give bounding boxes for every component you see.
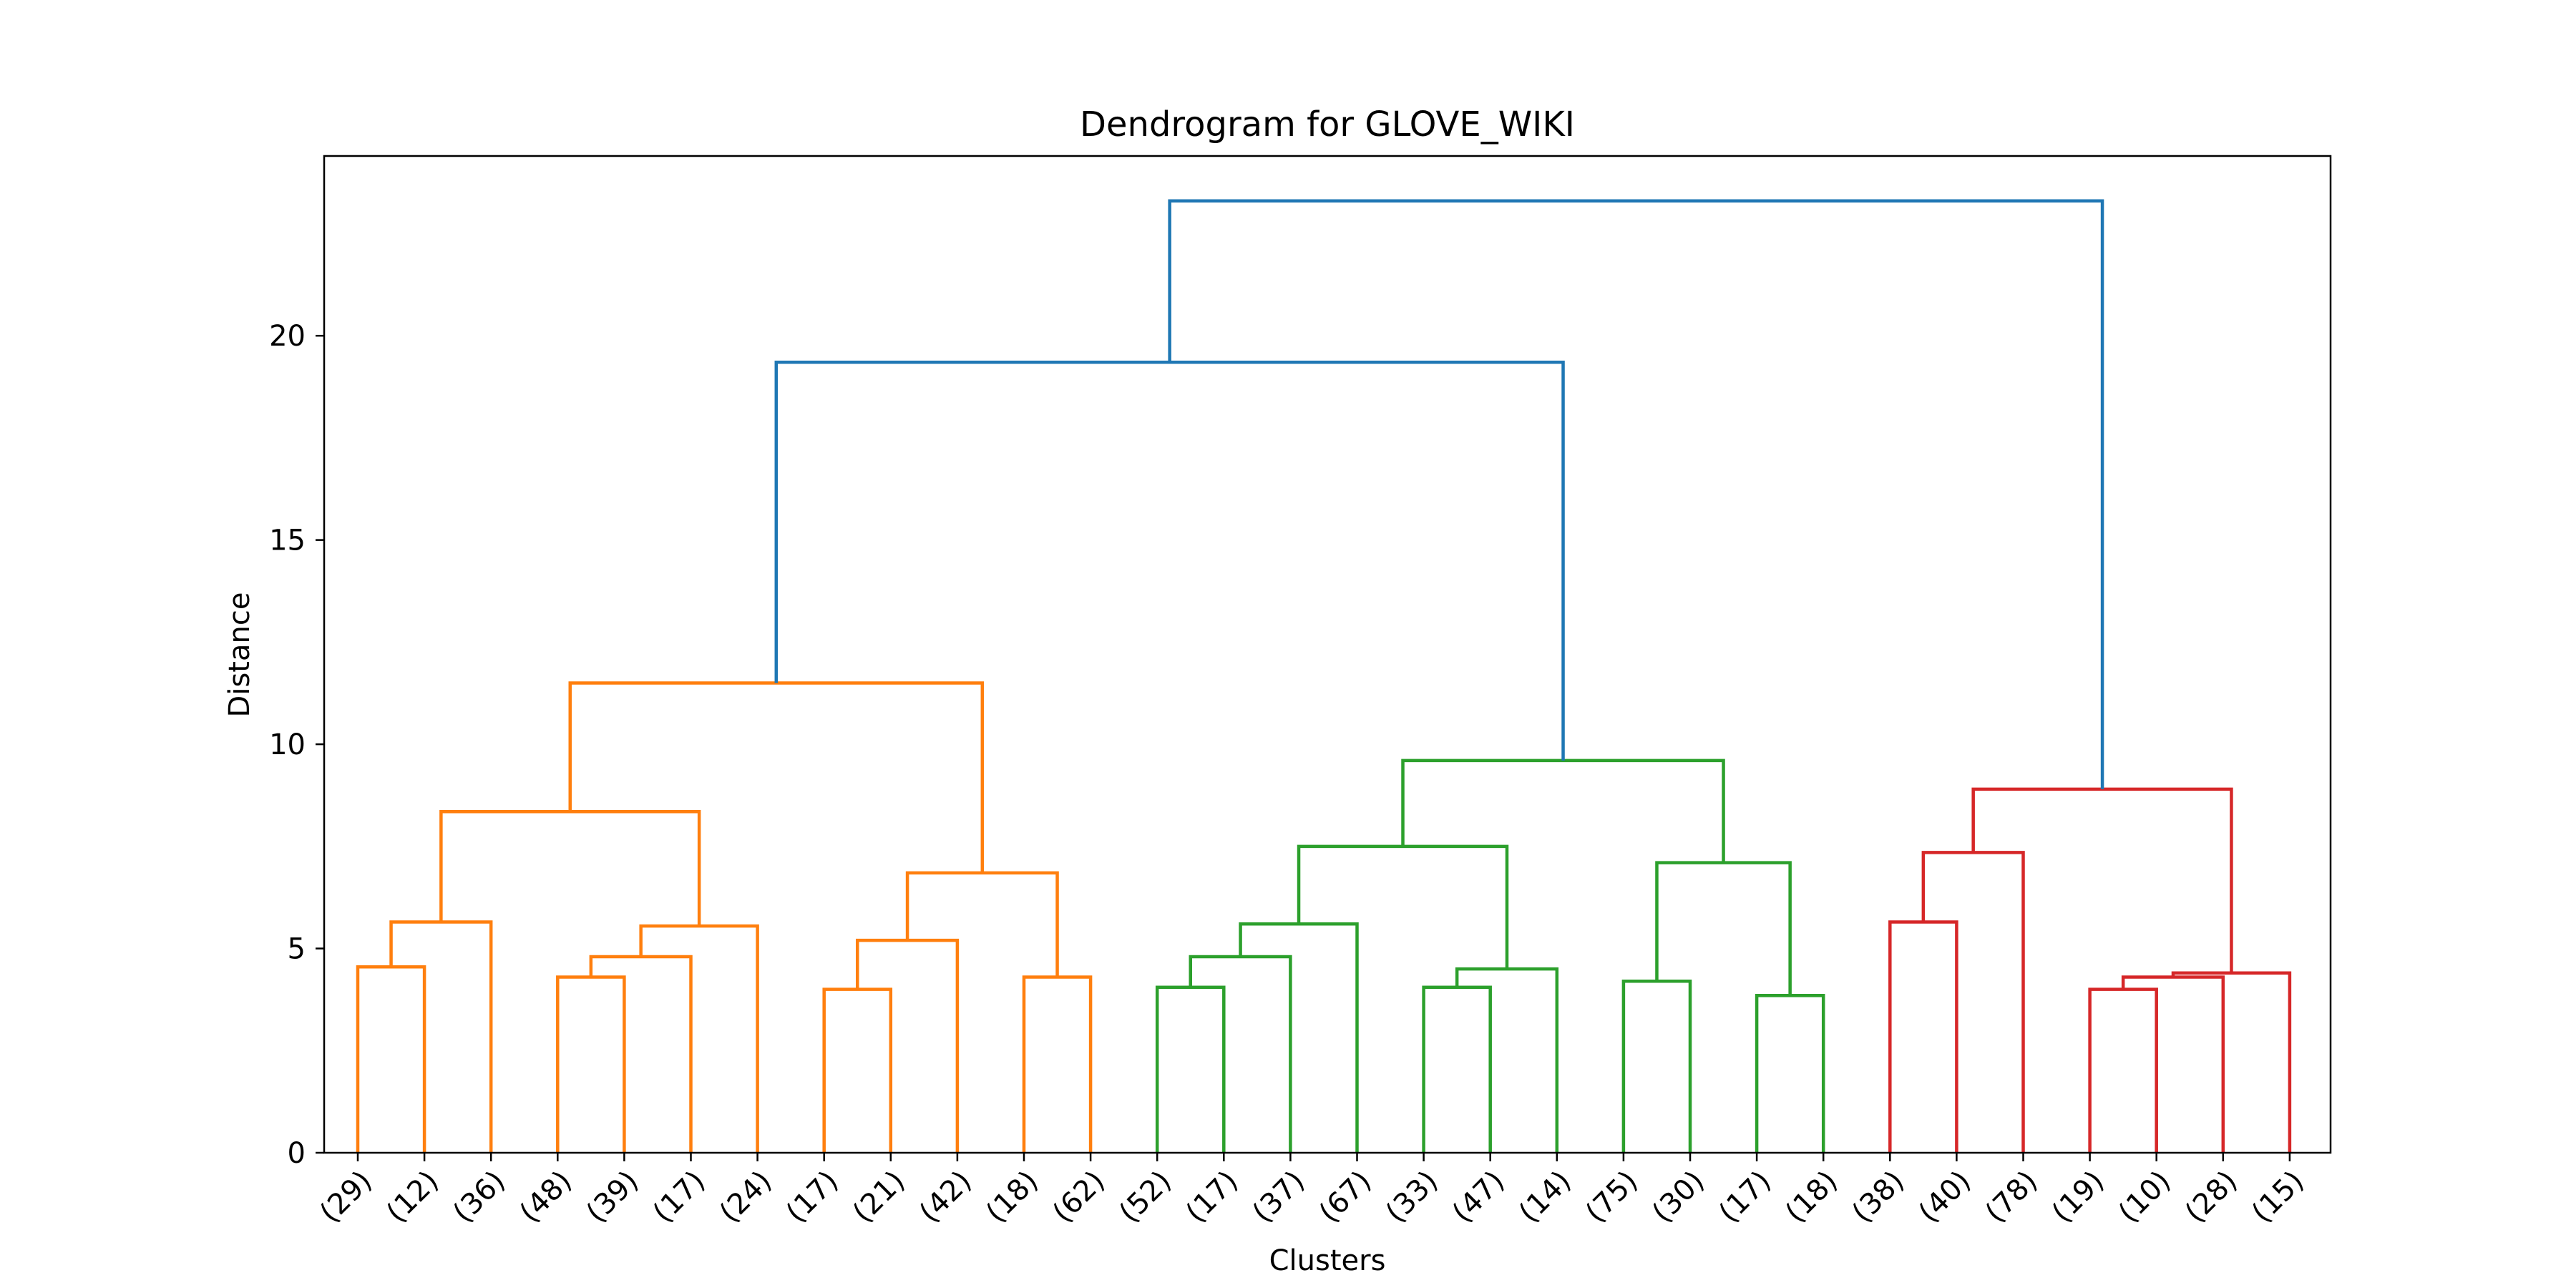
y-tick-label: 15 bbox=[269, 525, 306, 557]
y-axis-ticks: 0 5 10 15 20 bbox=[269, 320, 324, 1170]
y-tick-label: 0 bbox=[288, 1137, 306, 1170]
x-axis-label: Clusters bbox=[1269, 1244, 1386, 1277]
dendrogram-link-22 bbox=[1921, 851, 2025, 1153]
dendrogram-link-0 bbox=[356, 965, 426, 1153]
dendrogram-link-4 bbox=[639, 924, 759, 1153]
dendrogram-link-5 bbox=[439, 810, 701, 927]
chart-title: Dendrogram for GLOVE_WIKI bbox=[1080, 104, 1575, 145]
dendrogram-link-12 bbox=[1189, 955, 1292, 1153]
dendrogram-link-23 bbox=[2088, 987, 2158, 1153]
dendrogram-link-19 bbox=[1655, 861, 1792, 996]
dendrogram-link-28 bbox=[1168, 199, 2104, 789]
dendrogram-link-3 bbox=[589, 955, 693, 1153]
y-tick-label: 5 bbox=[288, 933, 306, 966]
y-axis-label: Distance bbox=[223, 592, 256, 718]
dendrogram-link-13 bbox=[1239, 922, 1359, 1153]
dendrogram-links bbox=[356, 199, 2292, 1153]
dendrogram-link-6 bbox=[822, 987, 893, 1153]
dendrogram-link-26 bbox=[1971, 787, 2233, 973]
y-tick-label: 20 bbox=[269, 320, 306, 353]
y-tick-label: 10 bbox=[269, 728, 306, 761]
plot-frame bbox=[323, 155, 2332, 1154]
